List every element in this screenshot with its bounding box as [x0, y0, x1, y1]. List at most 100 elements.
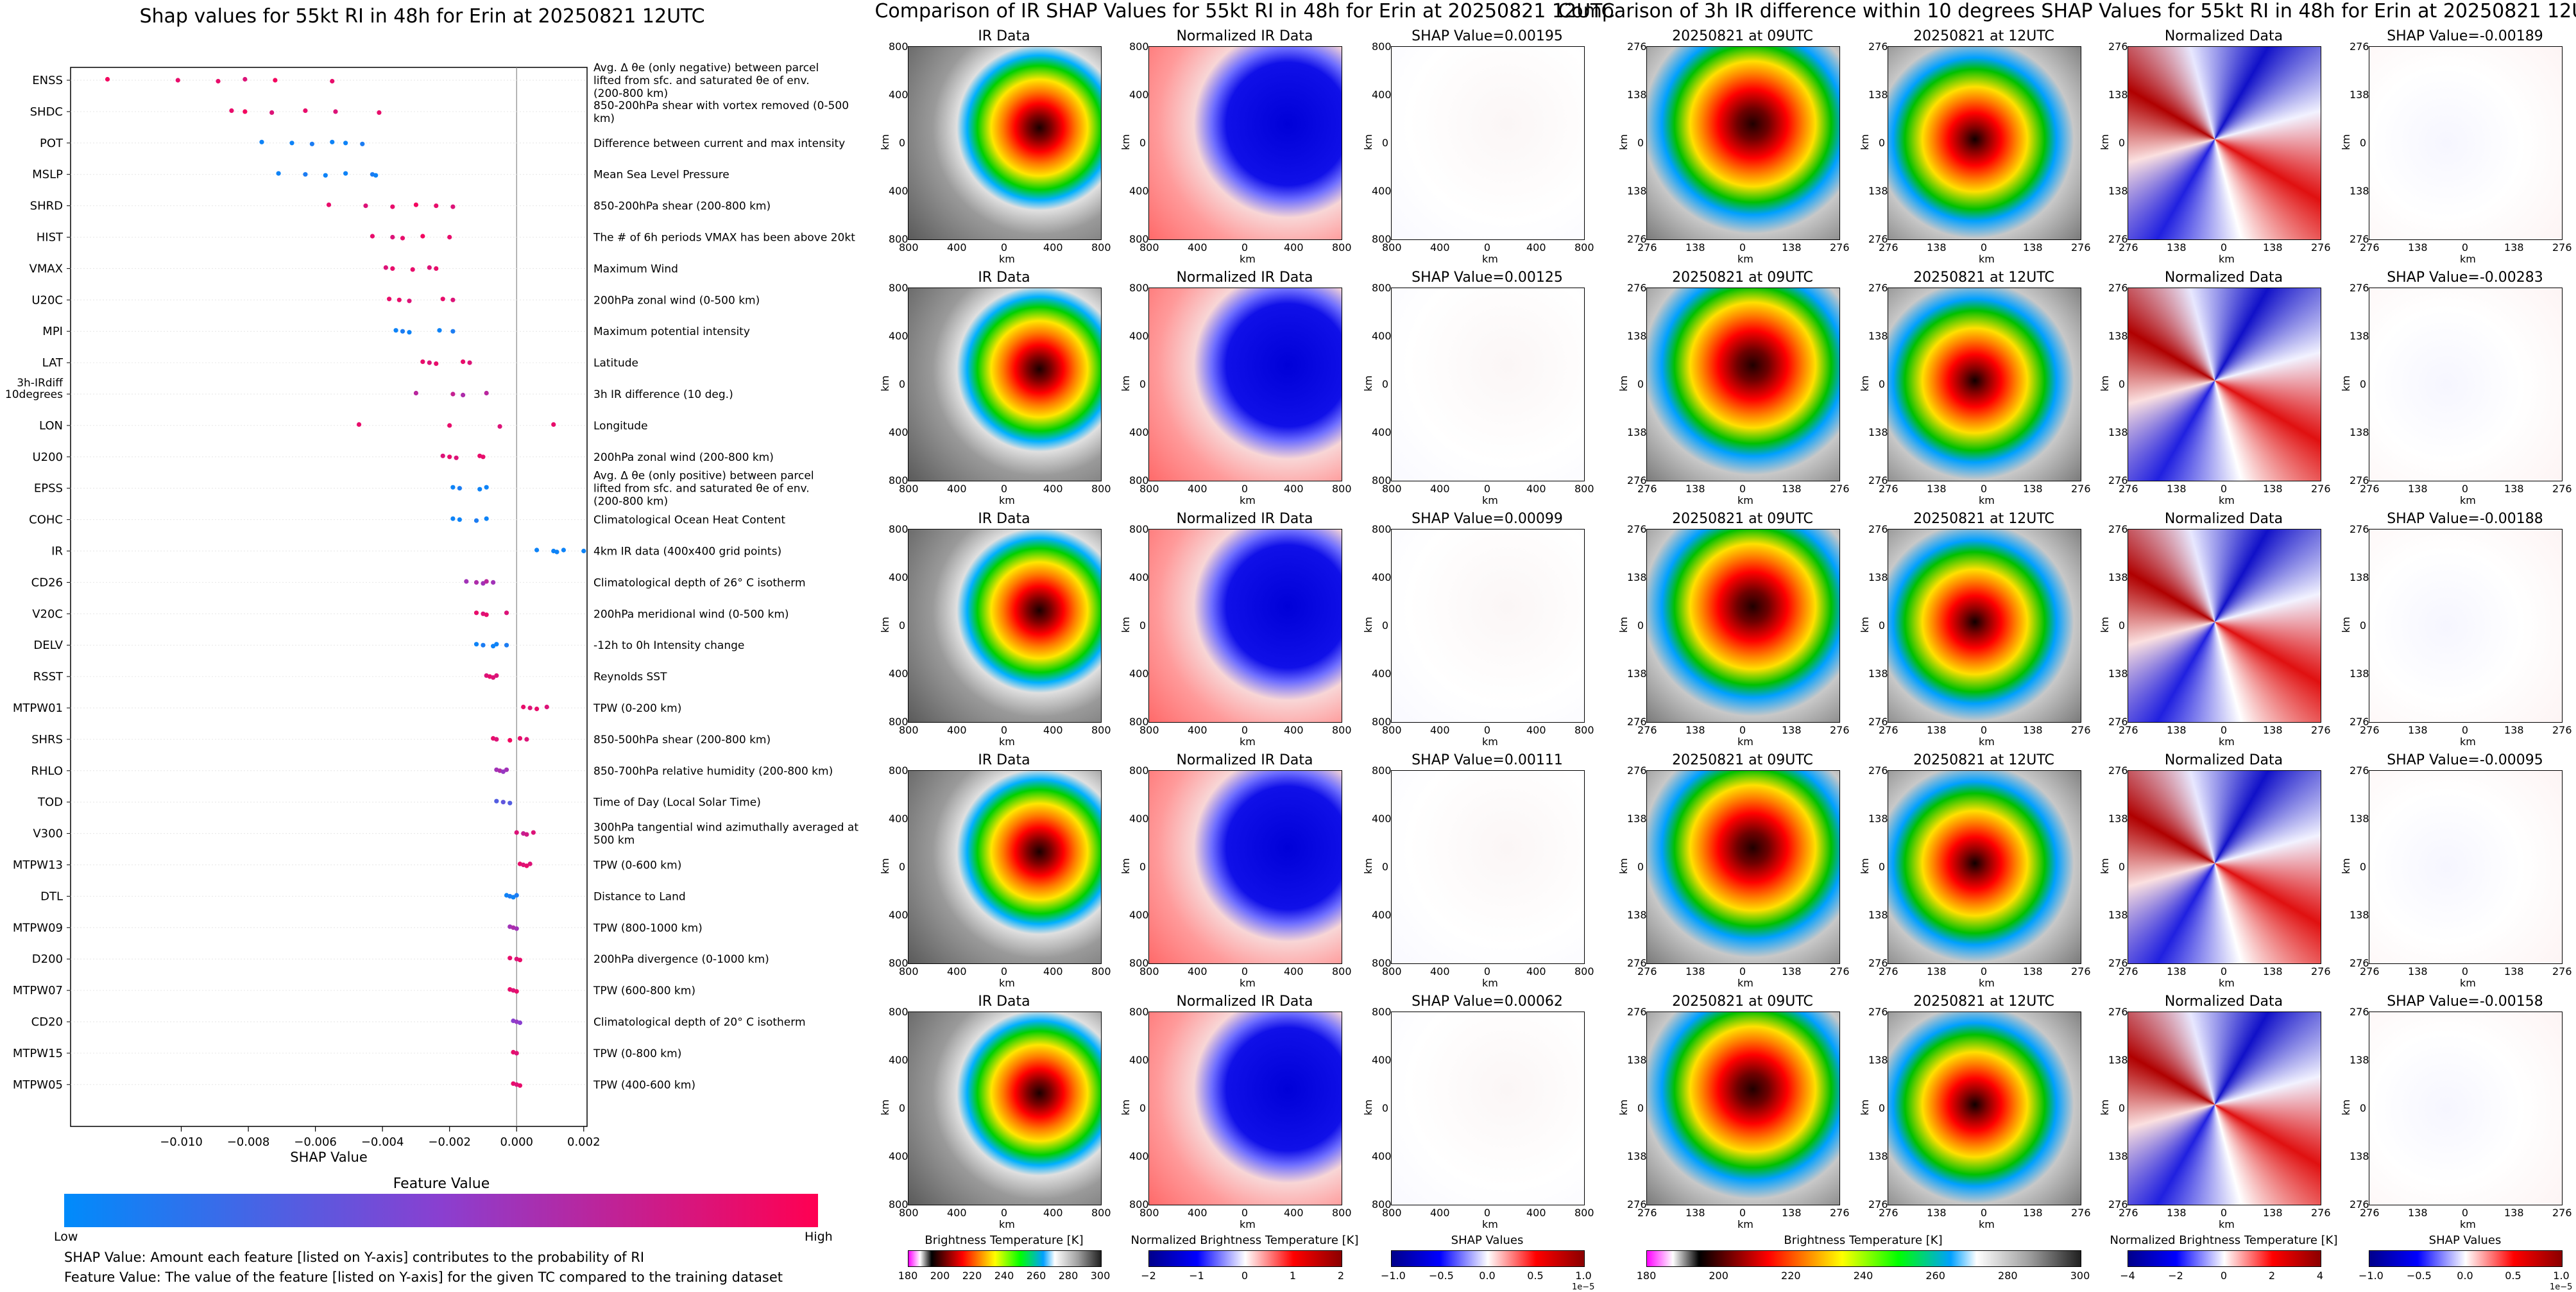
heatmap-panel — [2369, 1012, 2563, 1205]
x-tick-label: −0.006 — [294, 1135, 337, 1149]
x-tick-label: 276 — [2071, 483, 2091, 495]
shap-point — [447, 234, 452, 240]
x-tick-label: 400 — [1526, 241, 1546, 254]
x-tick-label: 800 — [1574, 241, 1594, 254]
shap-point — [534, 547, 540, 553]
shap-point — [440, 453, 445, 458]
y-tick-label: 0 — [1878, 137, 1885, 149]
shap-point — [400, 329, 405, 334]
y-tick-label: 800 — [1372, 1198, 1392, 1210]
y-tick-label: 138 — [2350, 668, 2369, 680]
y-tick-label: 0 — [1878, 1102, 1885, 1114]
y-tick-label: 276 — [1868, 474, 1888, 487]
feature-description: 200hPa meridional wind (0-500 km) — [593, 608, 789, 621]
y-axis-label: km — [2339, 858, 2352, 874]
shap-point — [581, 548, 586, 554]
shap-point — [514, 926, 519, 931]
shap-point — [457, 517, 462, 522]
panel-title: 20250821 at 12UTC — [1913, 28, 2054, 44]
y-tick-label: 138 — [2108, 909, 2128, 921]
y-tick-label: 138 — [1868, 1150, 1888, 1162]
shap-point — [481, 581, 486, 586]
x-tick-label: 400 — [947, 965, 967, 978]
x-axis-label: km — [1482, 1218, 1498, 1230]
x-tick-label: 0.000 — [500, 1135, 533, 1149]
x-tick-label: 138 — [1782, 241, 1802, 254]
y-axis-label: km — [1361, 375, 1374, 392]
y-tick-label: 138 — [2350, 1054, 2369, 1066]
heatmap-panel — [1148, 770, 1342, 964]
shap-point — [504, 610, 509, 616]
x-tick-label: 276 — [2119, 483, 2138, 495]
shap-point — [514, 830, 519, 835]
y-tick-label: 138 — [2108, 571, 2128, 583]
y-axis-label: km — [2098, 617, 2111, 633]
y-axis-label: km — [2339, 617, 2352, 633]
x-tick-label: 400 — [1188, 724, 1207, 736]
y-tick-label: 400 — [889, 426, 908, 438]
feature-name: SHRS — [31, 733, 63, 746]
y-tick-label: 400 — [1129, 909, 1149, 921]
feature-name: DTL — [40, 890, 63, 903]
x-tick-label: 138 — [2023, 724, 2043, 736]
feature-description: km) — [593, 112, 615, 125]
shap-point — [105, 76, 110, 82]
y-tick-label: 0 — [1637, 861, 1644, 873]
x-tick-label: 0 — [1483, 483, 1491, 495]
shap-point — [497, 424, 502, 429]
panel-title: SHAP Value=0.00099 — [1412, 511, 1563, 527]
x-tick-label: 0 — [2220, 965, 2228, 978]
colorbar-tick-label: 0 — [1241, 1270, 1249, 1282]
colorbar-tick-label: −1 — [1189, 1270, 1204, 1282]
panel-title: 20250821 at 09UTC — [1672, 994, 1813, 1010]
y-tick-label: 400 — [1372, 909, 1392, 921]
shap-point — [517, 958, 523, 963]
shap-point — [467, 360, 472, 365]
shap-point — [450, 329, 456, 334]
shap-point — [473, 580, 479, 585]
x-tick-label: 800 — [899, 1207, 919, 1219]
y-tick-label: 800 — [1372, 523, 1392, 535]
x-tick-label: 400 — [1043, 1207, 1063, 1219]
y-axis-label: km — [1858, 617, 1871, 633]
shap-point — [514, 893, 519, 898]
shap-point — [517, 1083, 523, 1088]
x-axis-label: km — [999, 1218, 1015, 1230]
x-tick-label: 0 — [2220, 1207, 2228, 1219]
shap-point — [407, 298, 412, 304]
y-tick-label: 276 — [1868, 716, 1888, 728]
panel-title: IR Data — [978, 270, 1030, 286]
x-axis-label: km — [999, 977, 1015, 989]
colorbar-tick-label: 220 — [962, 1270, 982, 1282]
x-axis-label: km — [2219, 736, 2235, 748]
panel-title: Normalized IR Data — [1176, 270, 1313, 286]
y-tick-label: 138 — [2108, 89, 2128, 101]
feature-description: TPW (0-800 km) — [593, 1047, 681, 1060]
x-tick-label: 138 — [2263, 724, 2283, 736]
heatmap-panel — [1391, 770, 1585, 964]
y-tick-label: 0 — [2359, 861, 2366, 873]
x-tick-label: 800 — [1382, 483, 1402, 495]
y-tick-label: 800 — [889, 957, 908, 969]
colorbar-tick-label: −0.5 — [2407, 1270, 2432, 1282]
shap-point — [413, 202, 419, 207]
shap-point — [447, 454, 452, 460]
x-tick-label: 0 — [1980, 241, 1988, 254]
x-axis-label: km — [1240, 253, 1256, 265]
feature-value-high-label: High — [805, 1230, 833, 1244]
shap-point — [460, 392, 466, 398]
feature-name: ENSS — [32, 74, 63, 87]
panel-title: 20250821 at 12UTC — [1913, 994, 2054, 1010]
shap-point — [383, 265, 388, 270]
shap-point — [373, 173, 379, 178]
feature-description: TPW (0-200 km) — [593, 702, 681, 715]
x-tick-label: 0 — [1241, 1207, 1249, 1219]
y-tick-label: 400 — [1372, 89, 1392, 101]
y-tick-label: 0 — [1878, 378, 1885, 390]
x-axis-label: km — [1737, 494, 1753, 506]
shap-point — [437, 328, 442, 333]
x-tick-label: 276 — [2552, 965, 2572, 978]
y-tick-label: 400 — [889, 571, 908, 583]
y-tick-label: 276 — [2350, 474, 2369, 487]
x-tick-label: 276 — [2552, 483, 2572, 495]
